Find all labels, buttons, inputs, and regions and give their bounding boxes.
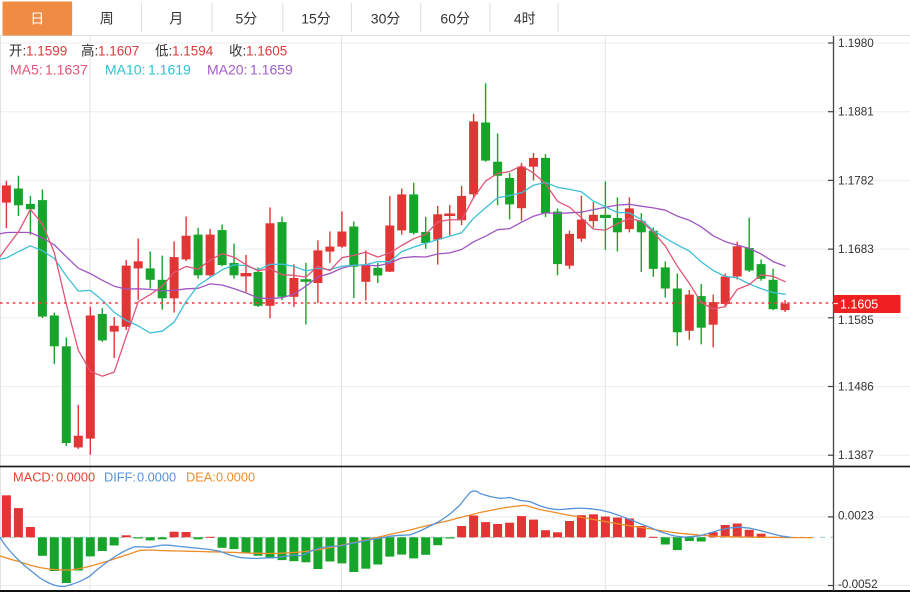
svg-text:1.1599: 1.1599 [26,44,67,59]
svg-text:1.1659: 1.1659 [250,62,293,78]
svg-text:-0.0052: -0.0052 [838,578,878,591]
svg-text:1.1585: 1.1585 [838,314,874,327]
svg-text:0.0000: 0.0000 [56,470,95,485]
svg-text:收:: 收: [229,44,246,59]
svg-text:低:: 低: [155,44,172,59]
svg-text:0.0000: 0.0000 [137,470,176,485]
svg-text:60分: 60分 [440,11,470,27]
svg-text:1.1387: 1.1387 [838,449,874,462]
svg-text:4时: 4时 [514,11,536,27]
svg-text:15分: 15分 [301,11,331,27]
svg-text:1.1594: 1.1594 [172,44,214,59]
svg-text:1.1607: 1.1607 [98,44,139,59]
svg-text:0.0023: 0.0023 [838,510,874,523]
svg-text:MA5:: MA5: [10,62,43,78]
svg-text:DIFF:: DIFF: [104,470,136,485]
svg-text:月: 月 [169,11,183,27]
svg-text:MA10:: MA10: [105,62,145,78]
svg-text:1.1637: 1.1637 [45,62,88,78]
svg-text:1.1605: 1.1605 [246,44,287,59]
svg-text:1.1683: 1.1683 [838,243,874,256]
svg-text:1.1619: 1.1619 [148,62,191,78]
svg-text:1.1486: 1.1486 [838,381,874,394]
svg-text:MA20:: MA20: [207,62,247,78]
svg-text:1.1782: 1.1782 [838,174,874,187]
svg-text:1.1980: 1.1980 [838,37,874,50]
svg-text:MACD:: MACD: [13,470,54,485]
svg-text:1.1605: 1.1605 [840,298,878,312]
svg-text:开:: 开: [9,44,26,59]
svg-text:周: 周 [100,11,114,27]
svg-text:0.0000: 0.0000 [216,470,255,485]
svg-text:30分: 30分 [371,11,401,27]
svg-text:5分: 5分 [236,11,258,27]
svg-text:高:: 高: [81,43,98,59]
svg-text:日: 日 [30,11,44,27]
svg-text:1.1881: 1.1881 [838,106,874,119]
svg-text:DEA:: DEA: [186,470,216,485]
